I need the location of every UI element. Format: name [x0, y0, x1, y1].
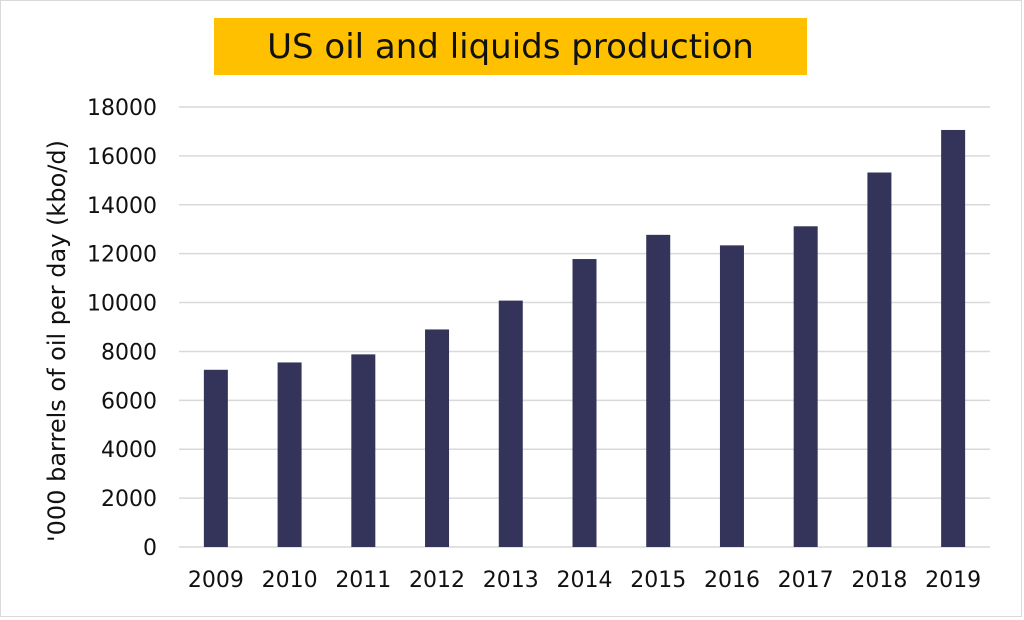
y-tick-label: 16000 — [87, 145, 157, 170]
bar — [203, 369, 228, 547]
x-tick-label: 2016 — [704, 568, 760, 593]
y-tick-label: 6000 — [101, 389, 157, 414]
x-tick-label: 2018 — [851, 568, 907, 593]
bar — [277, 362, 302, 547]
x-tick-label: 2017 — [778, 568, 834, 593]
y-tick-label: 18000 — [87, 96, 157, 121]
bar — [719, 245, 744, 547]
bar — [425, 329, 450, 547]
bar — [351, 354, 376, 547]
bar — [498, 300, 523, 547]
bar — [646, 234, 671, 547]
x-tick-label: 2010 — [262, 568, 318, 593]
y-tick-label: 2000 — [101, 487, 157, 512]
y-tick-label: 4000 — [101, 438, 157, 463]
bar — [793, 226, 818, 548]
bar — [941, 129, 966, 547]
bar — [572, 259, 597, 547]
y-tick-label: 12000 — [87, 243, 157, 268]
y-tick-label: 14000 — [87, 194, 157, 219]
x-tick-label: 2014 — [557, 568, 613, 593]
x-tick-label: 2019 — [925, 568, 981, 593]
x-tick-label: 2012 — [409, 568, 465, 593]
y-tick-label: 0 — [143, 536, 157, 561]
bar — [867, 172, 892, 547]
chart-title: US oil and liquids production — [267, 26, 754, 67]
x-tick-label: 2013 — [483, 568, 539, 593]
x-tick-label: 2009 — [188, 568, 244, 593]
title-box: US oil and liquids production — [214, 18, 807, 75]
x-tick-label: 2015 — [630, 568, 686, 593]
y-tick-label: 8000 — [101, 340, 157, 365]
x-tick-label: 2011 — [335, 568, 391, 593]
y-tick-label: 10000 — [87, 292, 157, 317]
